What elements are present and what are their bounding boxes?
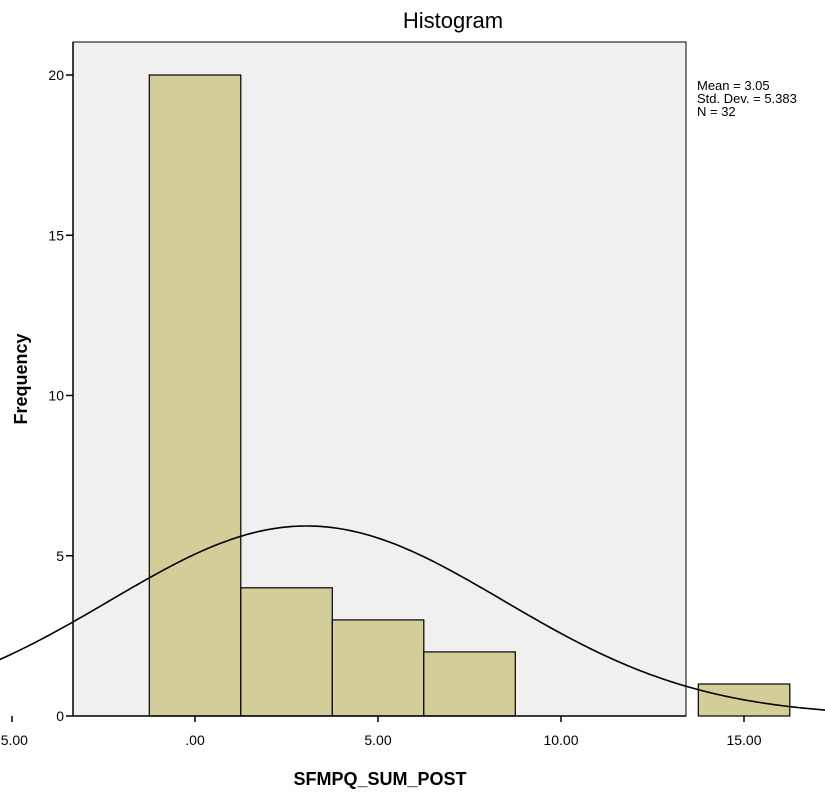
y-tick-label: 10 [48, 388, 64, 404]
x-tick-label: 5.00 [364, 732, 391, 748]
axes [11, 42, 745, 722]
histogram-bar-0 [148, 74, 242, 717]
y-tick-label: 0 [56, 708, 64, 724]
y-tick-label: 5 [56, 548, 64, 564]
normal-curve [0, 525, 825, 711]
chart-title: Histogram [403, 8, 503, 33]
histogram-bar-3 [423, 651, 516, 717]
x-tick-label: .00 [185, 732, 205, 748]
x-tick-label: 10.00 [543, 732, 578, 748]
stats-line: Std. Dev. = 5.383 [697, 91, 797, 106]
stats-line: N = 32 [697, 104, 736, 119]
x-tick-label: -5.00 [0, 732, 28, 748]
x-tick-label: 15.00 [726, 732, 761, 748]
y-axis-label: Frequency [11, 333, 31, 424]
y-tick-label: 15 [48, 227, 64, 243]
y-tick-label: 20 [48, 67, 64, 83]
stats-line: Mean = 3.05 [697, 78, 770, 93]
bars [148, 74, 791, 717]
x-axis-label: SFMPQ_SUM_POST [293, 769, 466, 789]
histogram-bar-2 [331, 619, 425, 717]
histogram-bar-1 [240, 587, 333, 717]
